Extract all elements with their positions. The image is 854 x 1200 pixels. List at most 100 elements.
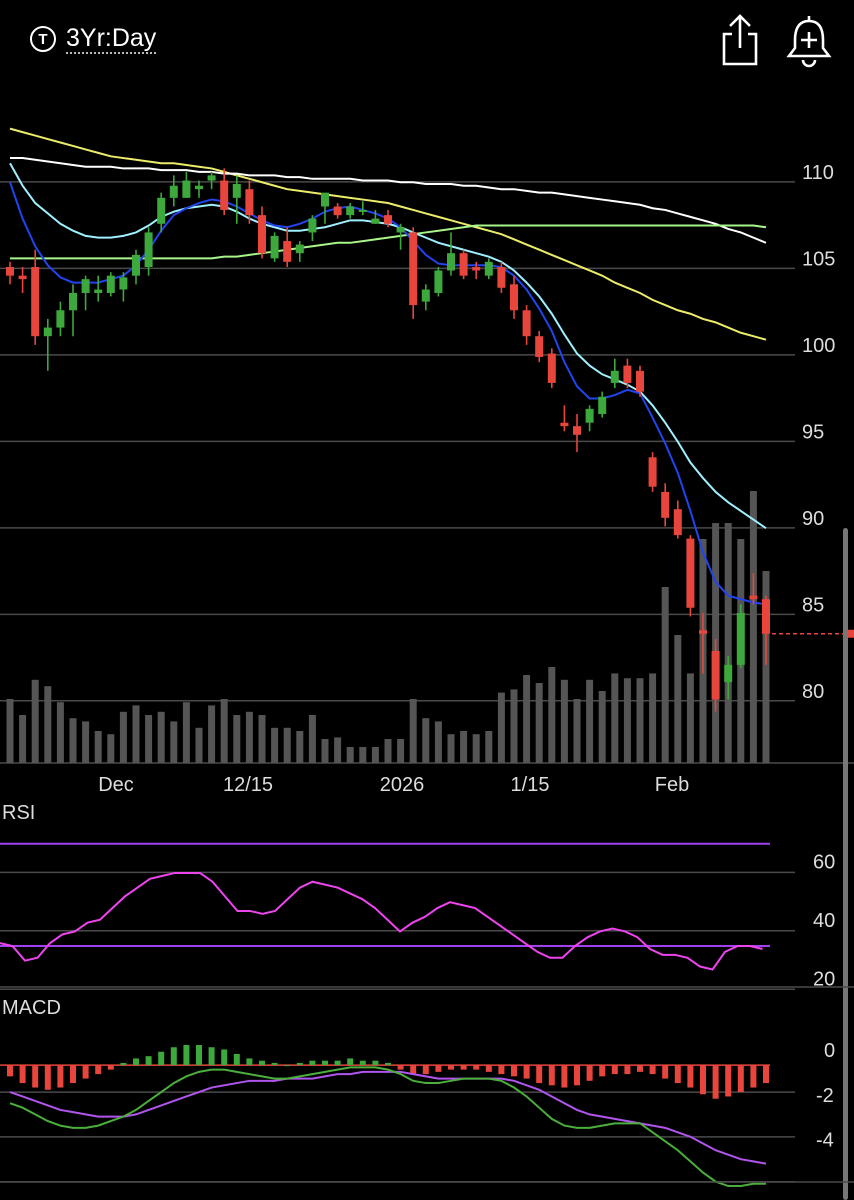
candle-body	[43, 327, 52, 337]
macd-histogram-bar	[662, 1065, 669, 1079]
macd-histogram-bar	[473, 1065, 480, 1070]
volume-bar	[497, 692, 505, 763]
macd-histogram-bar	[183, 1045, 190, 1066]
macd-histogram-bar	[82, 1065, 89, 1079]
volume-bars	[6, 491, 770, 763]
candle-body	[56, 310, 65, 328]
macd-histogram-bar	[460, 1065, 467, 1070]
volume-bar	[674, 635, 682, 763]
candle-body	[749, 595, 758, 600]
date-axis: Dec 12/15 2026 1/15 Feb	[98, 774, 689, 796]
volume-bar	[56, 702, 64, 763]
price-tick-label: 90	[802, 508, 824, 530]
period-selector[interactable]: T 3Yr:Day	[30, 22, 157, 56]
candle-body	[182, 180, 191, 198]
macd-histogram-bar	[296, 1062, 303, 1066]
volume-bar	[661, 587, 669, 763]
volume-bar	[208, 705, 216, 763]
macd-histogram-bar	[158, 1051, 165, 1066]
candle-body	[31, 267, 40, 337]
date-label: 12/15	[223, 774, 273, 796]
date-label: 2026	[380, 774, 425, 796]
volume-bar	[195, 727, 203, 763]
macd-line	[9, 1066, 766, 1188]
macd-histogram-bar	[309, 1060, 316, 1066]
date-label: 1/15	[511, 774, 550, 796]
macd-signal-line	[9, 1070, 767, 1165]
candle-body	[346, 206, 355, 216]
volume-bar	[472, 734, 480, 763]
macd-histogram-bar	[372, 1060, 379, 1066]
candle-body	[132, 254, 140, 276]
macd-histogram-bar	[410, 1065, 417, 1075]
last-price-line	[772, 629, 854, 638]
price-tick-label: 85	[802, 594, 824, 616]
volume-bar	[510, 689, 518, 763]
macd-tick-label: 0	[824, 1040, 835, 1062]
macd-histogram-bar	[284, 1065, 291, 1067]
candle-body	[535, 336, 544, 357]
candle-body	[497, 267, 506, 288]
volume-bar	[69, 718, 77, 763]
moving-averages	[9, 127, 767, 606]
macd-histogram-bar	[133, 1058, 139, 1066]
macd-histogram-bar	[536, 1065, 543, 1084]
candle-body	[711, 651, 720, 700]
volume-bar	[560, 679, 568, 763]
macd-histogram-bar	[624, 1065, 631, 1075]
share-button[interactable]	[718, 12, 762, 68]
candle-body	[598, 396, 607, 415]
macd-histogram-bar	[435, 1065, 442, 1072]
macd-histogram-bar	[334, 1060, 341, 1066]
macd-histogram-bar	[637, 1065, 643, 1072]
volume-bar	[283, 727, 291, 763]
volume-bar	[296, 731, 304, 763]
macd-histogram-bar	[57, 1065, 64, 1088]
candle-body	[169, 185, 178, 198]
candle-body	[358, 209, 367, 212]
candle-body	[157, 197, 166, 224]
candle-body	[6, 267, 14, 276]
volume-bar	[245, 711, 253, 763]
candle-body	[623, 365, 632, 383]
top-bar: T 3Yr:Day	[0, 0, 854, 90]
candle-body	[736, 612, 745, 665]
add-alert-button[interactable]	[784, 12, 834, 68]
candle-body	[333, 206, 342, 216]
rsi-tick-label: 60	[813, 851, 835, 873]
volume-bar	[170, 721, 178, 763]
candle-body	[610, 370, 619, 383]
volume-bar	[460, 731, 468, 763]
candle-body	[18, 275, 27, 280]
macd-panel: MACD	[0, 997, 854, 1188]
macd-histogram-bar	[523, 1065, 530, 1079]
candle-body	[447, 253, 455, 271]
volume-bar	[548, 667, 556, 763]
volume-bar	[321, 739, 329, 763]
scrollbar[interactable]	[843, 528, 848, 1200]
macd-tick-label: -4	[816, 1130, 834, 1152]
volume-bar	[271, 727, 279, 763]
volume-bar	[132, 705, 140, 763]
macd-histogram-bar	[246, 1058, 253, 1066]
macd-histogram-bar	[44, 1065, 51, 1090]
volume-bar	[623, 678, 631, 763]
macd-histogram-bar	[611, 1065, 618, 1075]
volume-bar	[308, 715, 316, 763]
macd-histogram-bar	[170, 1047, 177, 1066]
macd-histogram-bar	[485, 1065, 492, 1072]
rsi-tick-label: 40	[813, 910, 835, 932]
macd-histogram-bar	[347, 1058, 354, 1066]
price-tick-label: 100	[802, 335, 835, 357]
macd-histogram-bar	[649, 1065, 656, 1075]
rsi-panel: RSI	[0, 802, 854, 991]
candle-body	[207, 175, 216, 181]
volume-bar	[523, 675, 531, 763]
macd-histogram-bar	[397, 1065, 404, 1070]
macd-histogram-bar	[561, 1065, 568, 1088]
macd-histogram-bar	[599, 1065, 606, 1077]
bell-plus-icon	[786, 16, 832, 68]
candle-body	[384, 215, 392, 224]
macd-histogram-bar	[322, 1060, 328, 1066]
